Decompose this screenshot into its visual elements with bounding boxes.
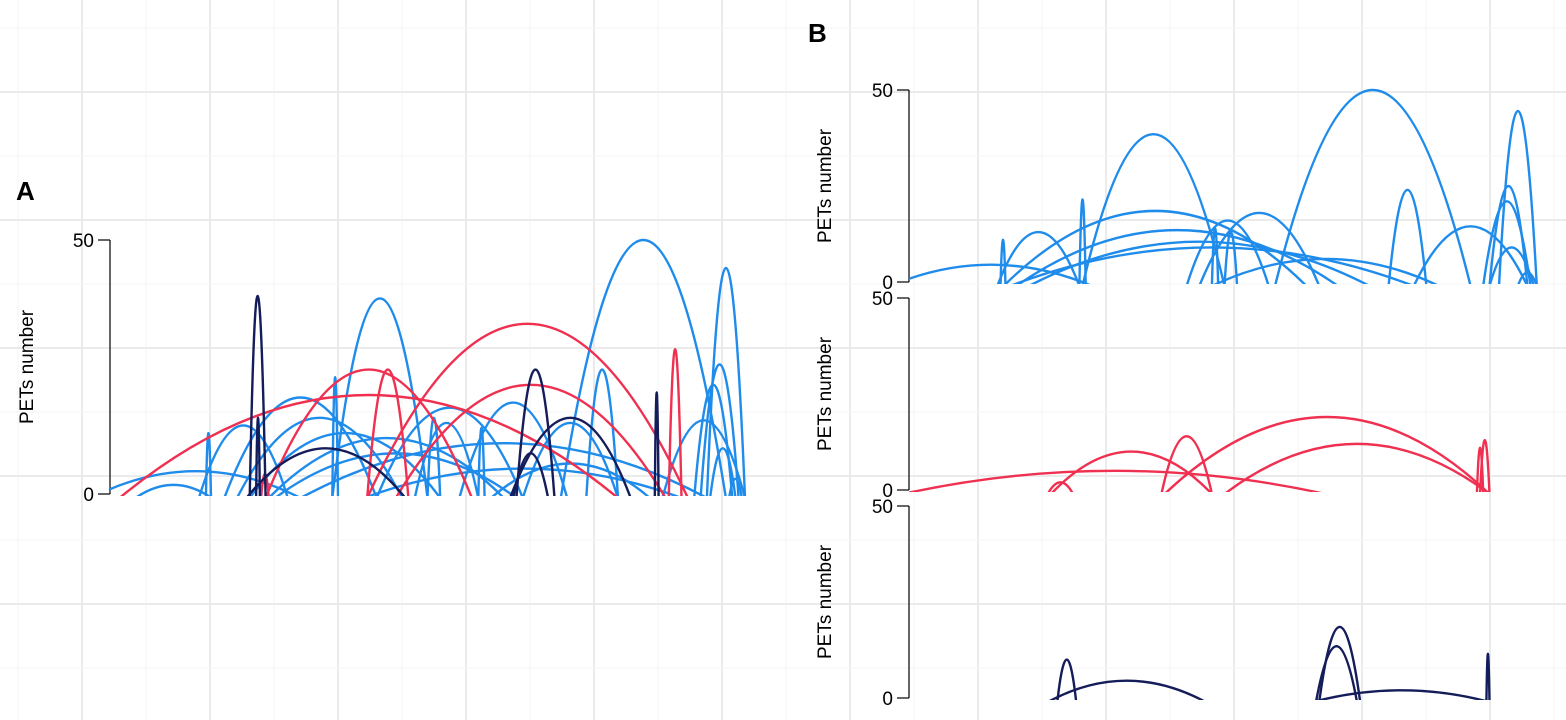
interaction-arc [559,238,727,496]
interaction-arc [1198,211,1320,284]
interaction-arc [1488,246,1535,284]
interaction-arc [1049,679,1205,700]
interaction-arc [1160,435,1213,492]
interaction-arc [223,396,378,496]
arc-layer [909,416,1491,492]
interaction-arc [301,442,706,496]
y-tick-label: 50 [872,289,893,310]
interaction-arc [1223,231,1239,284]
interaction-arc [1003,209,1307,284]
interaction-arc [376,406,524,496]
interaction-arc [248,294,267,496]
interaction-arc [909,263,1091,284]
interaction-arc [1078,198,1087,284]
interaction-arc [275,452,516,496]
y-tick-label: 0 [882,689,893,710]
interaction-arc [709,447,737,496]
interaction-arc [661,419,746,496]
interaction-arc [1186,219,1270,284]
arc-layer [1049,626,1491,700]
arc-layer [110,238,747,496]
y-axis-title: PETs number [17,309,38,424]
y-axis-title: PETs number [815,336,836,451]
interaction-arc [331,376,340,496]
interaction-arc [1213,257,1438,284]
y-axis-title: PETs number [815,544,836,659]
interaction-arc [1315,689,1487,700]
interaction-arc [1482,200,1532,284]
interaction-arc [477,426,486,496]
interaction-arc [1165,416,1490,492]
interaction-arc [246,447,406,496]
interaction-arc [458,401,568,496]
y-tick-label: 0 [882,481,893,502]
interaction-arc [204,431,213,496]
interaction-arc [667,348,683,496]
interaction-arc [1225,442,1489,492]
panel-b1: B 0 50 PETs number [808,18,1538,294]
interaction-arc [996,230,1080,284]
interaction-arc [693,383,734,496]
interaction-arc [395,383,666,496]
interaction-arc [653,391,660,496]
interaction-arc [1056,658,1078,700]
interaction-arc [1413,225,1528,284]
interaction-arc [136,483,211,496]
interaction-arc [1497,109,1538,284]
y-tick-label: 50 [872,497,893,518]
y-axis-title: PETs number [815,128,836,243]
interaction-arc [331,297,429,496]
interaction-arc [909,469,1322,492]
interaction-arc [1517,271,1538,284]
y-tick-label: 50 [73,231,94,252]
interaction-arc [1475,446,1485,492]
interaction-arc [110,469,300,496]
interaction-arc [1485,652,1491,700]
interaction-arc [1478,439,1491,492]
interaction-arc [728,477,743,496]
interaction-arc [1387,188,1428,284]
panel-a: A 0 50 PETs number [16,176,747,506]
y-tick-label: 50 [872,81,893,102]
interaction-arc [265,368,473,496]
interaction-arc [585,368,620,496]
interaction-arc [1081,132,1226,284]
y-tick-label: 0 [83,485,94,506]
panel-tag: B [808,18,827,48]
panel-b3: 0 50 PETs number [815,497,1491,710]
interaction-arc [522,421,619,496]
interaction-arc [366,368,410,496]
interaction-arc [699,363,740,496]
interaction-arc [1051,450,1212,492]
interaction-arc [426,416,442,496]
interaction-arc [1210,227,1220,284]
interaction-arc [509,416,632,496]
arc-layer [909,89,1538,284]
interaction-arc [366,322,689,496]
panel-tag: A [16,176,35,206]
interaction-arc [1047,481,1074,492]
interaction-arc [1011,246,1412,284]
interaction-arc [1274,89,1472,284]
y-tick-label: 0 [882,273,893,294]
panel-b2: 0 50 PETs number [815,289,1491,502]
interaction-arc [254,416,262,496]
interaction-arc [515,368,556,496]
interaction-arc [120,393,618,496]
interaction-arc [1315,645,1358,700]
